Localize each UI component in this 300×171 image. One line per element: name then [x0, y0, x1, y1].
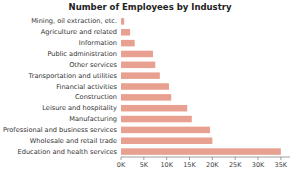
category-label: Other services	[69, 61, 117, 69]
category-label: Construction	[75, 93, 117, 101]
x-tick	[166, 157, 167, 160]
bar	[121, 94, 171, 101]
category-label: Mining, oil extraction, etc.	[31, 17, 117, 25]
bar	[121, 83, 169, 90]
bar	[121, 40, 135, 47]
category-label: Agriculture and related	[41, 28, 117, 36]
x-tick	[212, 157, 213, 160]
bar	[121, 148, 281, 155]
category-label: Public administration	[47, 50, 117, 58]
category-label: Financial activities	[56, 83, 117, 91]
x-tick	[121, 157, 122, 160]
x-tick-label: 25K	[229, 161, 242, 169]
bar	[121, 72, 160, 79]
category-label: Wholesale and retail trade	[30, 137, 117, 145]
x-tick-label: 10K	[160, 161, 173, 169]
category-label: Education and health services	[18, 148, 118, 156]
bar	[121, 18, 124, 25]
category-label: Transportation and utilities	[28, 72, 118, 80]
x-tick-label: 35K	[275, 161, 288, 169]
category-label: Professional and business services	[3, 126, 118, 134]
title: Number of Employees by Industry	[69, 2, 232, 12]
bars	[121, 18, 281, 155]
chart: Number of Employees by Industry Mining, o…	[0, 0, 300, 171]
bar	[121, 105, 187, 112]
bar	[121, 62, 155, 69]
bar	[121, 137, 212, 144]
x-tick	[235, 157, 236, 160]
x-tick	[280, 157, 281, 160]
x-tick-label: 15K	[183, 161, 196, 169]
category-label: Information	[79, 39, 117, 47]
bar	[121, 29, 130, 36]
x-axis-line	[121, 157, 290, 158]
x-tick-label: 0K	[117, 161, 126, 169]
category-label: Leisure and hospitality	[42, 104, 117, 112]
x-tick	[258, 157, 259, 160]
category-label: Manufacturing	[69, 115, 117, 123]
x-tick-label: 20K	[206, 161, 219, 169]
x-tick	[143, 157, 144, 160]
bar	[121, 51, 153, 58]
bar	[121, 116, 192, 123]
x-tick-label: 5K	[140, 161, 149, 169]
bar	[121, 127, 210, 134]
x-tick-label: 30K	[252, 161, 265, 169]
x-tick	[189, 157, 190, 160]
